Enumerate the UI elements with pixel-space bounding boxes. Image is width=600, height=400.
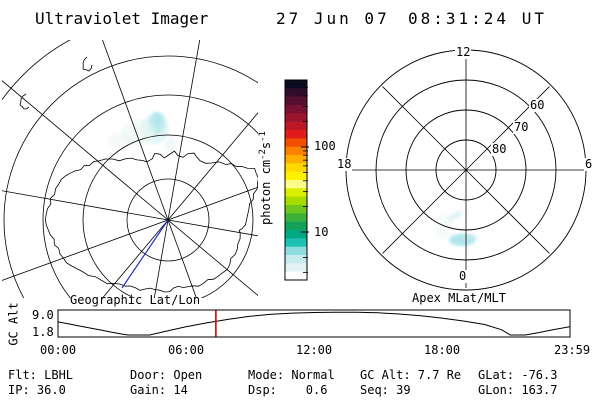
page-title: Ultraviolet Imager: [35, 9, 209, 28]
island-coastline: [82, 56, 93, 72]
status-flt: Flt: LBHL: [8, 368, 74, 382]
status-gain: Gain: 14: [130, 383, 188, 397]
colorbar-band: [285, 88, 307, 98]
satellite-track: [121, 219, 169, 289]
mlt-label-0: 0: [458, 269, 468, 283]
xtick-0000: 00:00: [40, 343, 77, 357]
colorbar-unit-base2: s: [259, 141, 274, 150]
colorbar-band: [285, 155, 307, 164]
meridian-line: [2, 186, 258, 281]
status-glat: GLat: -76.3: [478, 368, 558, 382]
mlt-label-18: 18: [336, 157, 353, 171]
status-dsp: Dsp: 0.6: [248, 383, 328, 397]
colorbar-band: [285, 96, 307, 106]
apex-mlat-mlt-plot: [345, 49, 587, 291]
status-seq: Seq: 39: [360, 383, 411, 397]
mlat-label-70: 70: [513, 120, 530, 134]
mlat-label-80: 80: [491, 142, 508, 156]
island-coastline: [19, 93, 30, 110]
colorbar-band: [285, 188, 307, 198]
mlat-ring: [375, 79, 557, 261]
colorbar-band: [285, 263, 307, 273]
gcalt-curve: [57, 311, 570, 336]
colorbar-band: [285, 196, 307, 206]
mlat-ring: [405, 109, 527, 231]
xtick-2359: 23:59: [554, 343, 591, 357]
mlt-spoke: [465, 169, 550, 254]
header-time: 08:31:24 UT: [408, 9, 547, 28]
colorbar-band: [285, 146, 307, 156]
colorbar-band: [285, 138, 307, 148]
colorbar-band: [285, 221, 307, 231]
status-glon: GLon: 163.7: [478, 383, 558, 397]
caption-apex: Apex MLat/MLT: [412, 291, 506, 305]
xtick-1200: 12:00: [296, 343, 333, 357]
mlat-ring: [435, 139, 497, 201]
caption-geographic: Geographic Lat/Lon: [70, 293, 201, 307]
colorbar-band: [285, 121, 307, 131]
xtick-1800: 18:00: [424, 343, 461, 357]
colorbar-unit-label: photon cm-2s-1: [258, 131, 274, 225]
gcalt-ytick-bottom: 1.8: [32, 325, 54, 339]
xtick-0600: 06:00: [168, 343, 205, 357]
mlt-spoke: [382, 86, 467, 171]
latitude-circle: [126, 178, 210, 262]
colorbar-band: [285, 213, 307, 223]
colorbar-unit-base1: photon cm: [259, 159, 274, 225]
header-date: 27 Jun 07: [276, 9, 390, 28]
colorbar-band: [285, 105, 307, 114]
gcalt-y-axis-label: GC Alt: [6, 302, 21, 346]
mlt-label-12: 12: [455, 45, 472, 59]
status-mode: Mode: Normal: [248, 368, 335, 382]
colorbar-band: [285, 130, 307, 139]
colorbar-band: [285, 238, 307, 248]
colorbar: [284, 79, 309, 281]
latitude-circle: [3, 55, 258, 298]
colorbar-band: [285, 205, 307, 214]
colorbar-unit-sup2: -1: [258, 131, 269, 142]
gcalt-strip-chart: [57, 309, 571, 338]
gcalt-ytick-top: 9.0: [32, 308, 54, 322]
mlt-spoke: [382, 169, 467, 254]
status-door: Door: Open: [130, 368, 203, 382]
colorbar-band: [285, 113, 307, 123]
meridian-line: [153, 40, 201, 298]
colorbar-tick-10: 10: [314, 225, 329, 239]
status-gcalt: GC Alt: 7.7 Re: [360, 368, 462, 382]
geographic-map-plot: [2, 40, 258, 298]
mlat-label-60: 60: [529, 98, 546, 112]
colorbar-band: [285, 246, 307, 256]
meridian-line: [102, 40, 197, 298]
colorbar-tick-100: 100: [314, 139, 336, 153]
latitude-circle: [42, 94, 258, 298]
colorbar-band: [285, 271, 307, 281]
meridian-line: [2, 190, 258, 237]
colorbar-unit-sup1: -2: [258, 149, 269, 160]
status-ip: IP: 36.0: [8, 383, 66, 397]
colorbar-frame: [284, 79, 308, 281]
colorbar-band: [285, 163, 307, 173]
colorbar-band: [285, 230, 307, 239]
gcalt-frame: [57, 309, 571, 338]
antarctica-coastline: [44, 150, 258, 293]
colorbar-band: [285, 80, 307, 89]
colorbar-band: [285, 180, 307, 189]
colorbar-band: [285, 171, 307, 181]
latitude-circle: [82, 134, 254, 298]
colorbar-band: [285, 255, 307, 264]
mlt-label-6: 6: [584, 157, 594, 171]
